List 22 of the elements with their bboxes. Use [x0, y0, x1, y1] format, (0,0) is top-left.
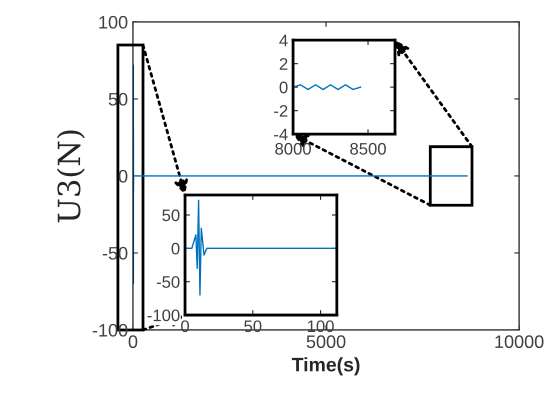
y-tick-label: -2 [274, 105, 288, 117]
x-tick-label: 50 [244, 320, 262, 332]
y-tick-label: 0 [280, 82, 288, 94]
y-tick-label: 0 [172, 242, 180, 255]
y-tick-label: -100 [92, 324, 128, 337]
line-series [185, 200, 337, 296]
y-tick-label: -100 [148, 309, 180, 322]
x-tick-label: 8500 [350, 142, 386, 155]
x-tick-label: 8000 [275, 142, 311, 155]
x-tick-label: 100 [308, 320, 334, 332]
y-tick-label: 100 [99, 16, 128, 29]
y-tick-label: 2 [280, 58, 288, 70]
y-tick-label: 50 [162, 209, 180, 222]
y-tick-label: -4 [274, 128, 288, 140]
x-axis-title: Time(s) [292, 357, 360, 376]
x-tick-label: 5000 [306, 335, 346, 348]
x-tick-label: 0 [128, 335, 138, 348]
y-axis-title: U3(N) [56, 130, 85, 222]
x-tick-label: 10000 [495, 335, 544, 348]
y-tick-label: 4 [279, 34, 288, 46]
x-tick-label: 0 [181, 320, 190, 332]
y-tick-label: -50 [156, 276, 180, 288]
